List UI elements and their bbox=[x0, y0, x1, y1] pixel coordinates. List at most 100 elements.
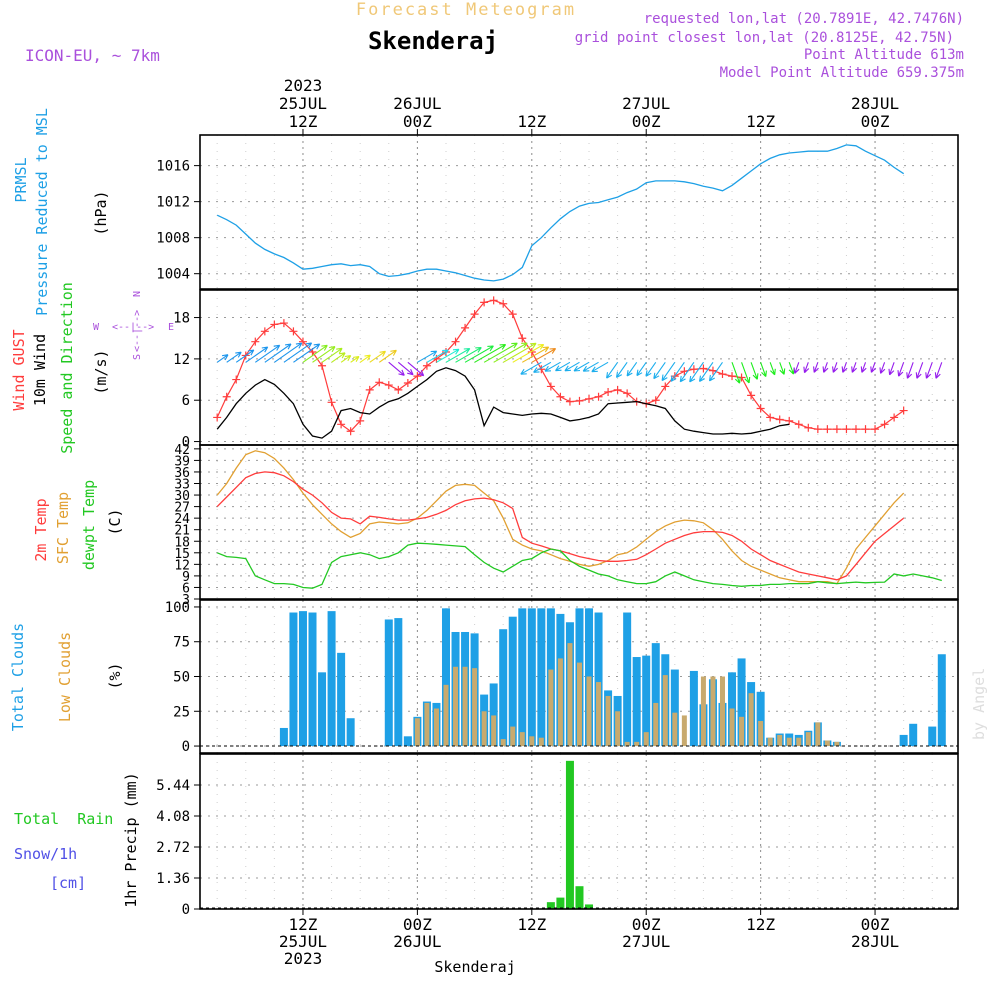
low-clouds-bar-h57 bbox=[729, 708, 735, 747]
gust-point-h60 bbox=[756, 404, 765, 413]
gust-point-h21 bbox=[384, 381, 393, 390]
gust-point-h39 bbox=[556, 392, 565, 401]
gust-point-h54 bbox=[699, 364, 708, 373]
gust-point-h7 bbox=[251, 337, 260, 346]
series-10m-wind-line bbox=[216, 367, 790, 439]
wind-direction-arrow-h25 bbox=[426, 349, 449, 363]
total-clouds-bar-h78 bbox=[928, 726, 937, 747]
time-label-bottom-1-1: 26JUL bbox=[393, 932, 441, 951]
wind-direction-arrow-h45 bbox=[606, 362, 619, 379]
y-tick-label-25: 25 bbox=[173, 704, 190, 720]
low-clouds-bar-h36 bbox=[529, 736, 535, 747]
y-tick-label-1016: 1016 bbox=[156, 159, 190, 175]
p5-frame bbox=[199, 753, 959, 910]
low-clouds-bar-h25 bbox=[424, 702, 430, 747]
total-clouds-bar-h34 bbox=[508, 616, 517, 747]
gust-point-h66 bbox=[813, 425, 822, 434]
low-clouds-bar-h65 bbox=[805, 732, 811, 747]
total-clouds-label: Total Clouds bbox=[9, 623, 27, 731]
clouds-unit: (%) bbox=[106, 662, 124, 689]
y-tick-label-1-36: 1.36 bbox=[156, 871, 190, 887]
gust-point-h31 bbox=[480, 298, 489, 307]
gust-point-h70 bbox=[851, 425, 860, 434]
wind-direction-arrow-h64 bbox=[793, 362, 800, 374]
low-clouds-bar-h30 bbox=[472, 668, 478, 747]
y-tick-label-50: 50 bbox=[173, 670, 190, 686]
total-clouds-bar-h16 bbox=[337, 652, 346, 747]
gust-point-h20 bbox=[375, 378, 384, 387]
total-clouds-bar-h79 bbox=[937, 654, 946, 747]
time-label-top-1-1: 00Z bbox=[403, 112, 432, 131]
time-label-top-3-1: 00Z bbox=[632, 112, 661, 131]
compass-ew-arrows: <--|--> bbox=[112, 322, 154, 333]
low-clouds-bar-h55 bbox=[710, 676, 716, 747]
gridpoint-coords: grid point closest lon,lat (20.8125E, 42… bbox=[575, 30, 954, 46]
gust-point-h46 bbox=[623, 389, 632, 398]
total-clouds-bar-h37 bbox=[537, 608, 546, 747]
gust-point-h22 bbox=[394, 385, 403, 394]
dewpt-label: dewpt Temp bbox=[80, 480, 98, 570]
total-clouds-bar-h23 bbox=[403, 736, 412, 747]
low-clouds-bar-h43 bbox=[596, 682, 602, 747]
gust-point-h18 bbox=[356, 416, 365, 425]
gust-point-h40 bbox=[565, 397, 574, 406]
clouds-marks bbox=[200, 608, 958, 747]
low-clouds-bar-h33 bbox=[500, 739, 506, 747]
total-clouds-bar-h17 bbox=[346, 718, 355, 747]
total-clouds-bar-h27 bbox=[441, 608, 450, 747]
y-tick-label-24: 24 bbox=[174, 512, 190, 527]
total-clouds-bar-h15 bbox=[327, 611, 336, 747]
total-clouds-bar-h53 bbox=[689, 670, 698, 747]
wind-direction-arrow-h72 bbox=[870, 362, 877, 373]
time-label-bottom-3-0: 00Z bbox=[632, 915, 661, 934]
wind-direction-arrow-h40 bbox=[555, 361, 571, 372]
wind-direction-arrow-h65 bbox=[803, 362, 810, 374]
gust-point-h61 bbox=[766, 413, 775, 422]
low-clouds-bar-h61 bbox=[767, 737, 773, 747]
low-clouds-bar-h60 bbox=[758, 721, 764, 747]
pressure-y-ticks: 1004 1008 1012 1016 bbox=[156, 159, 200, 283]
time-label-bottom-3-1: 27JUL bbox=[622, 932, 670, 951]
compass-west: W bbox=[93, 322, 100, 333]
gust-point-h38 bbox=[546, 382, 555, 391]
y-tick-label-39: 39 bbox=[174, 454, 190, 469]
pressure-label-2: Pressure Reduced to MSL bbox=[33, 108, 51, 316]
time-label-bottom-5-1: 28JUL bbox=[851, 932, 899, 951]
wind-direction-arrow-h43 bbox=[582, 361, 599, 372]
gust-point-h68 bbox=[832, 425, 841, 434]
wind-direction-arrow-h17 bbox=[350, 355, 360, 363]
credit: by Angel bbox=[970, 668, 988, 740]
precip-y-ticks: 0 1.36 2.72 4.08 5.44 bbox=[156, 778, 200, 918]
tsfc-label: SFC Temp bbox=[54, 492, 72, 564]
wind-direction-arrow-h54 bbox=[689, 362, 704, 383]
gust-point-h62 bbox=[775, 415, 784, 424]
wind-direction-arrow-h30 bbox=[474, 343, 507, 363]
gust-point-h3 bbox=[213, 413, 222, 422]
compass-north: N bbox=[132, 291, 143, 297]
y-tick-label-6: 6 bbox=[182, 581, 190, 596]
y-tick-label-18: 18 bbox=[174, 535, 190, 550]
gust-point-h28 bbox=[451, 337, 460, 346]
gust-point-h36 bbox=[527, 348, 536, 356]
low-clouds-bar-h48 bbox=[643, 732, 649, 747]
gust-point-h14 bbox=[318, 361, 327, 370]
wind-direction-arrow-h9 bbox=[274, 342, 303, 363]
gust-point-h19 bbox=[365, 385, 374, 394]
wind-direction-arrow-h5 bbox=[235, 349, 255, 363]
wind-direction-arrow-h79 bbox=[934, 362, 943, 379]
wind-direction-arrow-h16 bbox=[340, 355, 352, 363]
low-clouds-bar-h62 bbox=[777, 734, 783, 747]
wind-direction-arrow-h62 bbox=[779, 362, 786, 375]
rain-bar-h38 bbox=[546, 902, 555, 909]
clouds-panel: Total Clouds Low Clouds (%) 0 25 50 75 100 bbox=[9, 600, 958, 755]
compass-ns-arrows: <--|--> bbox=[132, 310, 143, 352]
wind-direction-arrow-h37 bbox=[520, 361, 542, 375]
gust-point-h53 bbox=[689, 365, 698, 374]
time-label-top-5-0: 28JUL bbox=[851, 94, 899, 113]
low-clouds-bar-h31 bbox=[481, 711, 487, 747]
p4-frame bbox=[199, 599, 959, 754]
gust-point-h4 bbox=[222, 392, 231, 401]
rain-label: Total Rain bbox=[14, 810, 113, 828]
wind-direction-arrow-h53 bbox=[679, 362, 695, 383]
